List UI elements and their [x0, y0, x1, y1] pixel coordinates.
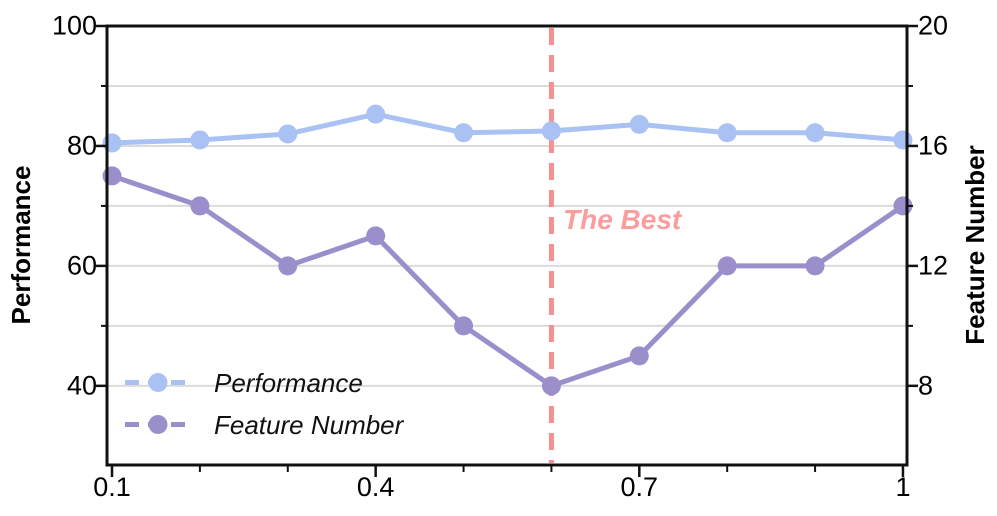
performance-line [109, 111, 906, 146]
performance-marker [278, 124, 298, 144]
x-tick-label: 1 [895, 472, 911, 502]
y-right-tick-label: 20 [918, 10, 949, 41]
y-left-tick-label: 60 [66, 250, 97, 281]
y-left-tick-label: 100 [51, 10, 97, 41]
feature-number-legend-marker-icon [125, 415, 191, 434]
y-right-tick-label: 8 [918, 370, 934, 401]
legend-item-performance: Performance [122, 369, 403, 396]
best-annotation: The Best [563, 204, 682, 235]
feature-number-marker [366, 226, 386, 246]
performance-marker [629, 114, 649, 134]
legend-item-feature-number: Feature Number [122, 411, 403, 438]
performance-legend-marker-icon [125, 373, 191, 392]
feature-number-marker [717, 256, 737, 276]
feature-number-marker [805, 256, 825, 276]
performance-marker [102, 133, 122, 153]
y-right-tick-label: 12 [918, 250, 949, 281]
y-left-tick-label: 40 [66, 370, 97, 401]
performance-marker [190, 130, 210, 150]
feature-number-line [109, 173, 906, 389]
feature-number-marker [102, 166, 122, 186]
performance-marker [805, 123, 825, 143]
performance-marker [366, 104, 386, 124]
feature-number-marker [629, 346, 649, 366]
y-left-tick-label: 80 [66, 130, 97, 161]
feature-number-marker [190, 196, 210, 216]
legend-label-feature-number: Feature Number [214, 409, 404, 440]
feature-number-marker [454, 316, 474, 336]
feature-number-marker [278, 256, 298, 276]
right-axis-title: Feature Number [960, 145, 990, 345]
performance-marker [541, 121, 561, 141]
x-tick-label: 0.4 [356, 472, 395, 502]
x-tick-label: 0.1 [93, 472, 131, 502]
legend: Performance Feature Number [122, 369, 403, 438]
y-right-tick-label: 16 [918, 130, 949, 161]
plot-border [105, 24, 909, 467]
legend-label-performance: Performance [214, 367, 363, 398]
feature-number-marker [541, 376, 561, 396]
left-axis-title: Performance [6, 165, 36, 325]
x-tick-label: 0.7 [620, 472, 659, 502]
performance-marker [454, 123, 474, 143]
performance-marker [717, 123, 737, 143]
